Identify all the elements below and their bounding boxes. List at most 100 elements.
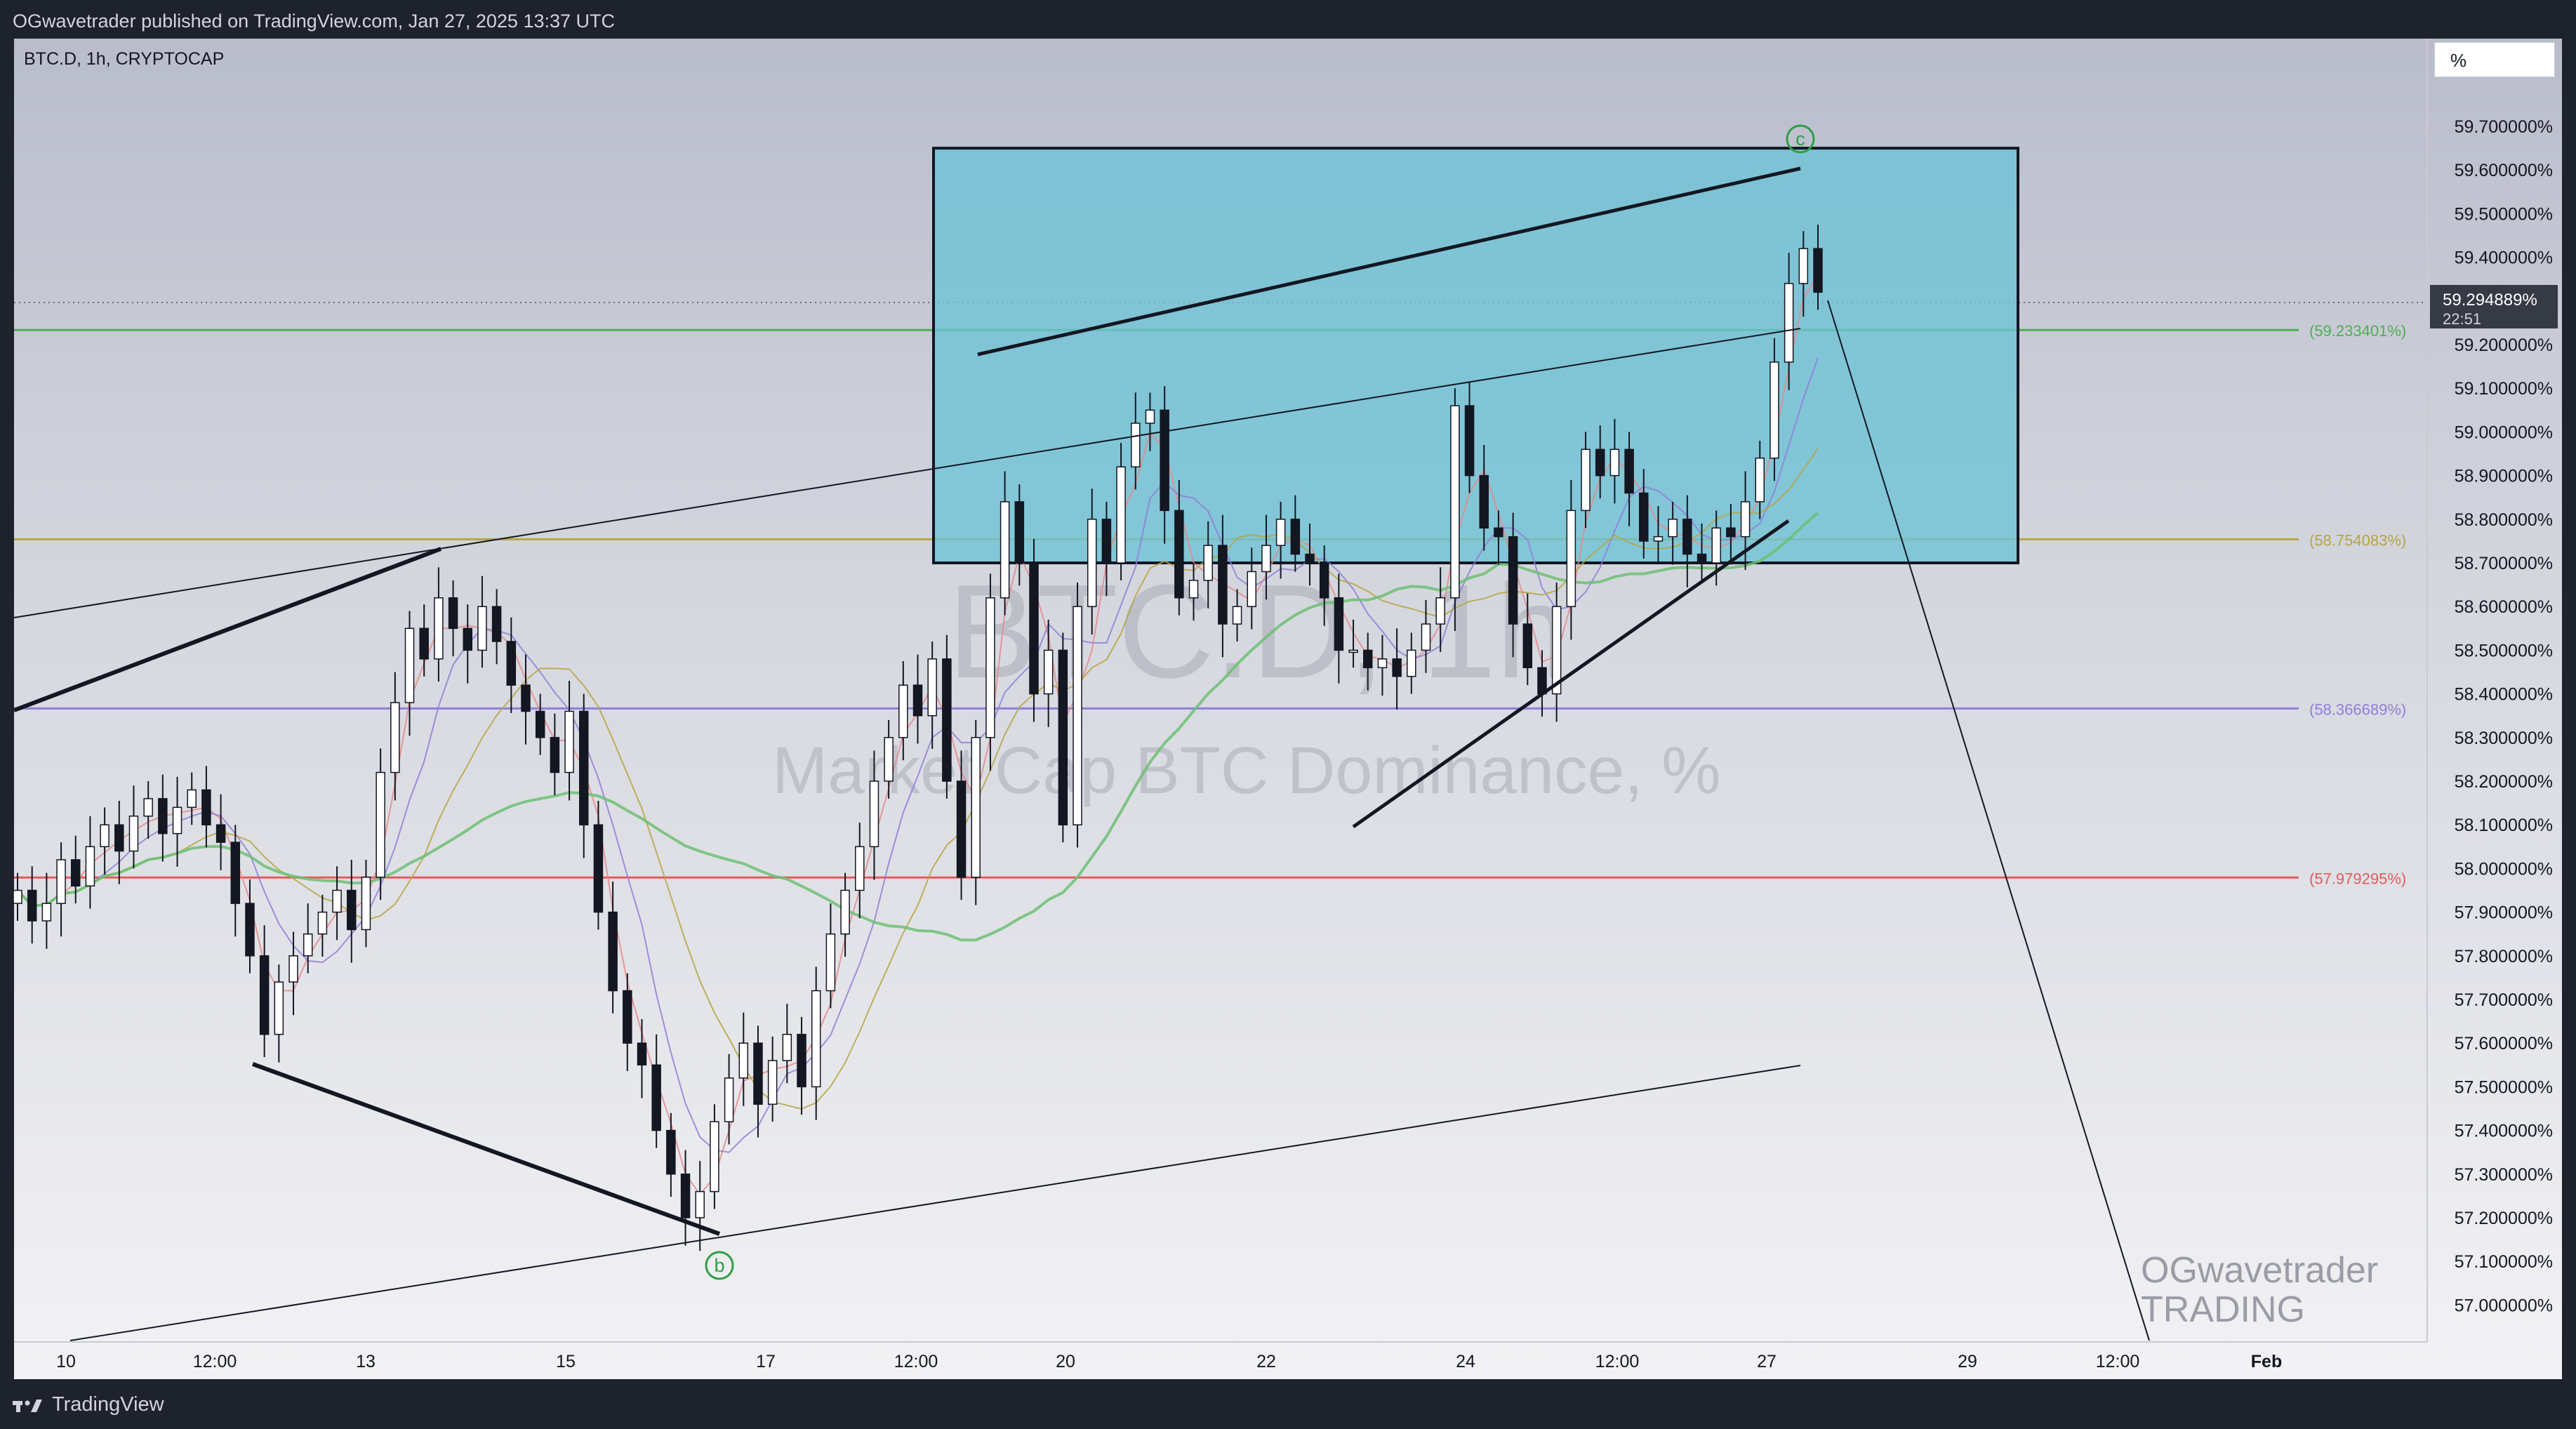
candle-body — [855, 846, 865, 891]
price-tick-label: 58.500000% — [2455, 641, 2553, 660]
candle-body — [85, 846, 95, 887]
candle-body — [1755, 457, 1765, 503]
candle-body — [767, 1060, 778, 1105]
candles[interactable] — [13, 224, 1823, 1251]
candle-body — [593, 824, 604, 913]
candle-body — [1218, 545, 1228, 625]
price-tick-label: 58.400000% — [2455, 685, 2553, 705]
candle-body — [1494, 527, 1503, 538]
watermark-description: Market Cap BTC Dominance, % — [772, 733, 1721, 808]
price-chart[interactable]: BTC.D, 1h Market Cap BTC Dominance, % (5… — [0, 0, 2576, 1379]
candle-body — [1551, 606, 1562, 695]
price-tick-label: 57.900000% — [2455, 903, 2553, 923]
published-text: OGwavetrader published on TradingView.co… — [13, 11, 616, 32]
candle-body — [1522, 623, 1533, 669]
time-tick-label: 17 — [756, 1352, 776, 1371]
candle-body — [898, 684, 908, 738]
candle-body — [550, 737, 560, 773]
candle-body — [1377, 658, 1388, 669]
candle-body — [1000, 501, 1010, 599]
candle-body — [1798, 248, 1809, 284]
time-tick-label: Feb — [2251, 1352, 2282, 1371]
candle-body — [869, 780, 879, 848]
candle-body — [245, 903, 255, 957]
candle-body — [100, 824, 109, 848]
candle-body — [1770, 361, 1779, 459]
candle-body — [463, 627, 472, 651]
candle-body — [782, 1034, 792, 1061]
candle-body — [1188, 580, 1199, 599]
price-tick-label: 57.700000% — [2455, 990, 2553, 1010]
candle-body — [491, 606, 502, 642]
candle-body — [1131, 423, 1141, 467]
candle-body — [564, 710, 574, 773]
price-tick-label: 59.700000% — [2455, 117, 2553, 137]
price-axis[interactable]: 59.700000% 59.600000% 59.500000% 59.400000%… — [2426, 39, 2558, 1342]
scale-mode-box[interactable]: % — [2434, 42, 2555, 77]
candle-body — [172, 806, 182, 835]
price-tick-label: 57.300000% — [2455, 1165, 2553, 1185]
candle-body — [1407, 649, 1416, 677]
trendlines[interactable]: bc — [13, 124, 2150, 1341]
candle-body — [1784, 283, 1794, 363]
candle-body — [56, 859, 66, 904]
candle-body — [1160, 409, 1169, 512]
time-axis[interactable]: 10 12:00 13 15 17 12:00 20 22 24 12:00 27 29 12:00 Fe… — [14, 1341, 2427, 1371]
range-box[interactable] — [932, 147, 2019, 565]
candle-body — [1232, 606, 1242, 625]
level-label: (58.754083%) — [2309, 531, 2406, 549]
time-tick-label: 13 — [356, 1352, 376, 1371]
candle-body — [738, 1042, 749, 1079]
candle-body — [1073, 606, 1082, 825]
tradingview-logo-icon — [13, 1399, 42, 1412]
published-header: OGwavetrader published on TradingView.co… — [0, 0, 2576, 39]
price-tick-label: 57.500000% — [2455, 1077, 2553, 1097]
symbol-title[interactable]: BTC.D, 1h, CRYPTOCAP — [24, 49, 225, 69]
candle-body — [1421, 623, 1431, 651]
time-tick-label: 12:00 — [894, 1352, 938, 1371]
tradingview-logo-text: TradingView — [52, 1393, 164, 1416]
candle-body — [1334, 597, 1344, 651]
candle-body — [1697, 553, 1707, 564]
time-tick-label: 12:00 — [193, 1352, 237, 1371]
price-tick-label: 59.200000% — [2455, 335, 2553, 355]
chart-watermark: BTC.D, 1h Market Cap BTC Dominance, % — [772, 557, 1721, 808]
tradingview-logo[interactable]: TradingView — [13, 1393, 164, 1416]
candle-body — [1145, 409, 1155, 424]
candle-body — [680, 1174, 691, 1218]
candle-body — [1508, 536, 1518, 625]
price-tick-label: 58.000000% — [2455, 859, 2553, 879]
candle-body — [1435, 597, 1445, 625]
wave-label-circle — [1786, 124, 1815, 154]
price-tick-label: 57.200000% — [2455, 1209, 2553, 1228]
price-tick-label: 59.500000% — [2455, 204, 2553, 224]
moving-average-line — [17, 448, 1819, 1110]
candle-body — [912, 684, 923, 717]
candle-body — [1043, 649, 1054, 695]
projection-line — [1827, 300, 2150, 1341]
candle-body — [1682, 519, 1692, 555]
candle-body — [1087, 519, 1097, 607]
candle-body — [1275, 519, 1286, 546]
price-tick-label: 58.900000% — [2455, 467, 2553, 486]
watermark-symbol: BTC.D, 1h — [948, 557, 1570, 706]
candle-body — [1581, 448, 1591, 512]
candle-body — [1305, 553, 1315, 564]
candle-body — [143, 798, 153, 817]
candle-body — [70, 859, 81, 887]
candle-body — [623, 990, 632, 1044]
candle-body — [1653, 536, 1664, 542]
candle-body — [1624, 448, 1634, 494]
wedge-lower-line — [1352, 519, 1790, 829]
wave-label: b — [714, 1255, 724, 1276]
candle-body — [1348, 649, 1358, 653]
channel-upper-line — [13, 328, 1801, 618]
candle-body — [985, 597, 995, 738]
candle-body — [710, 1121, 719, 1192]
brand-line-2: TRADING — [2141, 1289, 2305, 1330]
price-tick-label: 58.200000% — [2455, 772, 2553, 792]
time-tick-label: 24 — [1456, 1352, 1475, 1371]
candle-body — [1058, 649, 1068, 825]
candle-body — [753, 1042, 763, 1105]
price-tick-label: 57.600000% — [2455, 1034, 2553, 1054]
